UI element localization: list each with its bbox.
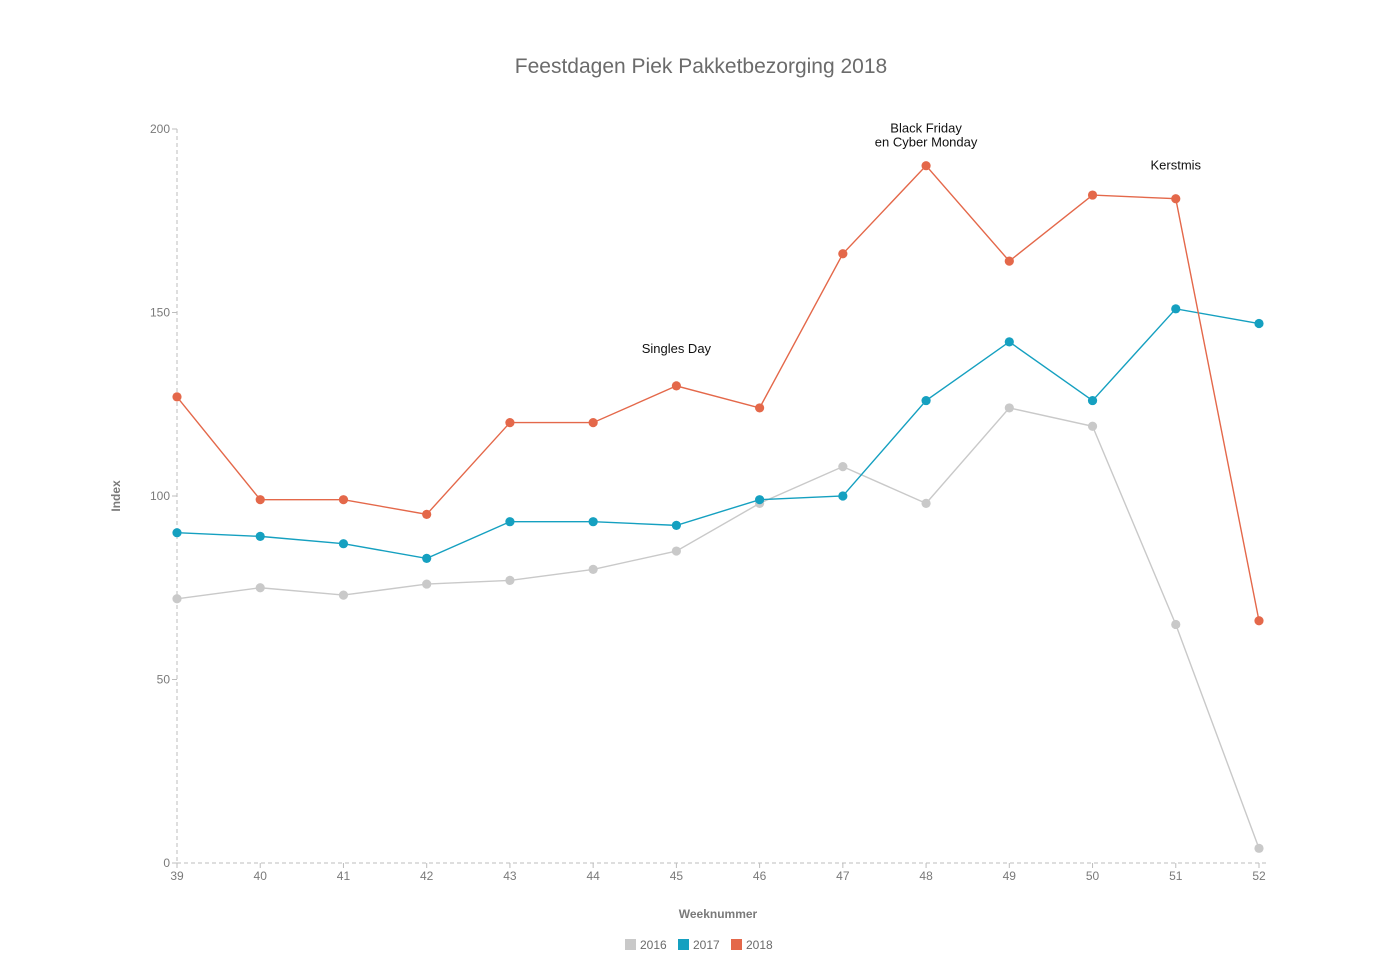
data-point[interactable] xyxy=(505,418,515,428)
legend-label: 2018 xyxy=(746,938,773,952)
data-point[interactable] xyxy=(1004,403,1014,413)
y-tick-label: 150 xyxy=(150,306,170,320)
y-tick-label: 100 xyxy=(150,489,170,503)
data-point[interactable] xyxy=(422,579,432,589)
x-tick-label: 43 xyxy=(503,869,517,883)
data-point[interactable] xyxy=(1087,190,1098,200)
data-point[interactable] xyxy=(755,403,765,413)
data-point[interactable] xyxy=(255,531,265,541)
series-line xyxy=(176,164,1260,621)
legend-item-2016[interactable]: 2016 xyxy=(625,938,667,952)
data-point[interactable] xyxy=(671,546,681,556)
x-tick-label: 39 xyxy=(170,869,184,883)
x-tick-label: 45 xyxy=(670,869,684,883)
x-tick-label: 40 xyxy=(254,869,268,883)
legend-item-2017[interactable]: 2017 xyxy=(678,938,720,952)
series-line xyxy=(176,308,1260,560)
x-tick-label: 46 xyxy=(753,869,767,883)
data-point[interactable] xyxy=(755,495,765,505)
x-tick-label: 42 xyxy=(420,869,434,883)
annotation-label: Kerstmis xyxy=(1150,157,1201,172)
data-point[interactable] xyxy=(1254,843,1264,853)
data-point[interactable] xyxy=(338,495,349,505)
chart-title: Feestdagen Piek Pakketbezorging 2018 xyxy=(515,55,887,78)
x-tick-label: 50 xyxy=(1086,869,1100,883)
data-point[interactable] xyxy=(921,498,931,508)
y-tick-label: 200 xyxy=(150,122,170,136)
data-point[interactable] xyxy=(838,249,848,259)
data-point[interactable] xyxy=(588,517,598,527)
data-point[interactable] xyxy=(1087,395,1098,406)
data-point[interactable] xyxy=(255,495,265,505)
data-point[interactable] xyxy=(1004,337,1014,347)
series-2018 xyxy=(172,161,1264,626)
annotation-label: Black Friday en Cyber Monday xyxy=(875,121,978,150)
data-point[interactable] xyxy=(588,564,598,575)
data-point[interactable] xyxy=(422,553,432,563)
data-point[interactable] xyxy=(921,161,931,171)
data-point[interactable] xyxy=(1254,318,1264,329)
annotation-line: Black Friday xyxy=(890,121,962,136)
x-tick-label: 44 xyxy=(586,869,600,883)
data-point[interactable] xyxy=(838,491,848,501)
legend-swatch xyxy=(731,939,742,950)
data-point[interactable] xyxy=(505,575,515,586)
x-tick-label: 48 xyxy=(919,869,933,883)
data-point[interactable] xyxy=(338,539,349,549)
data-point[interactable] xyxy=(838,462,848,472)
series-2017 xyxy=(172,304,1264,563)
x-axis-title: Weeknummer xyxy=(679,907,758,921)
x-tick-label: 51 xyxy=(1169,869,1183,883)
legend-label: 2016 xyxy=(640,938,667,952)
legend-swatch xyxy=(678,939,689,950)
data-point[interactable] xyxy=(1171,619,1181,630)
data-point[interactable] xyxy=(505,517,515,527)
axes: 0 50 100 150 200 39 40 41 42 43 44 45 46 47 48 49 50 51 52 xyxy=(150,122,1267,883)
legend-swatch xyxy=(625,939,636,950)
annotation-line: Singles Day xyxy=(642,341,712,356)
series-layer xyxy=(172,161,1264,853)
annotation-layer: Singles Day Black Friday en Cyber Monday Ke… xyxy=(642,121,1202,356)
series-line xyxy=(176,407,1260,849)
data-point[interactable] xyxy=(172,594,182,604)
data-point[interactable] xyxy=(1171,304,1181,314)
data-point[interactable] xyxy=(1004,256,1014,266)
data-point[interactable] xyxy=(255,583,265,593)
legend: 2016 2017 2018 xyxy=(625,938,773,952)
x-tick-label: 47 xyxy=(836,869,850,883)
x-tick-label: 49 xyxy=(1003,869,1017,883)
y-tick-label: 50 xyxy=(157,673,171,687)
legend-label: 2017 xyxy=(693,938,720,952)
x-tick-label: 52 xyxy=(1252,869,1266,883)
data-point[interactable] xyxy=(172,528,182,538)
data-point[interactable] xyxy=(671,520,681,530)
data-point[interactable] xyxy=(588,418,598,428)
data-point[interactable] xyxy=(1087,421,1098,431)
x-tick-label: 41 xyxy=(337,869,351,883)
data-point[interactable] xyxy=(1254,616,1264,626)
legend-item-2018[interactable]: 2018 xyxy=(731,938,773,952)
annotation-line: Kerstmis xyxy=(1150,157,1201,172)
y-tick-label: 0 xyxy=(163,856,170,870)
data-point[interactable] xyxy=(1171,194,1181,204)
y-axis-title: Index xyxy=(109,480,123,512)
data-point[interactable] xyxy=(422,509,432,519)
data-point[interactable] xyxy=(921,395,931,406)
data-point[interactable] xyxy=(172,392,182,402)
data-point[interactable] xyxy=(338,590,349,600)
annotation-line: en Cyber Monday xyxy=(875,135,978,150)
series-2016 xyxy=(172,403,1264,853)
annotation-label: Singles Day xyxy=(642,341,712,356)
data-point[interactable] xyxy=(671,381,681,391)
